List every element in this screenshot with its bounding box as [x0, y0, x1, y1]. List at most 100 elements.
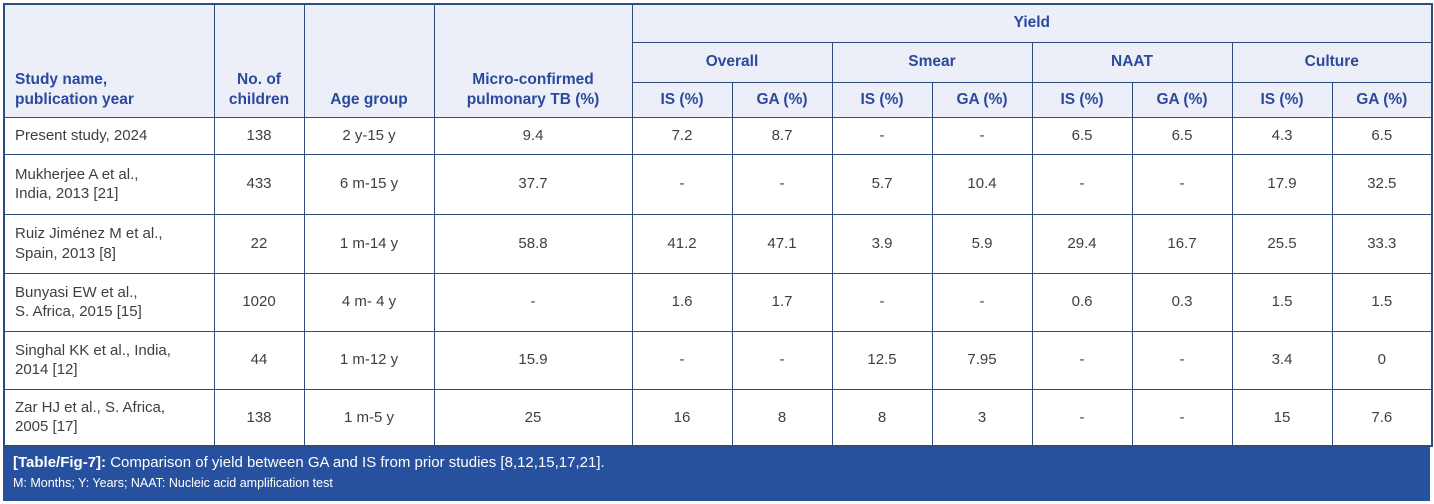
cell-smear-is: - [831, 272, 933, 332]
cell-micro: - [433, 272, 633, 332]
cell-overall-is: 7.2 [631, 116, 733, 155]
cell-smear-ga: 3 [931, 388, 1033, 447]
cell-smear-is: 8 [831, 388, 933, 447]
cell-culture-ga: 0 [1331, 330, 1433, 390]
cell-overall-ga: - [731, 153, 833, 215]
cell-smear-ga: 5.9 [931, 213, 1033, 274]
caption-label: [Table/Fig-7]: [13, 454, 107, 471]
cell-naat-ga: - [1131, 388, 1233, 447]
cell-children: 44 [213, 330, 305, 390]
cell-study: Zar HJ et al., S. Africa, 2005 [17] [3, 388, 215, 447]
col-header-smear-is: IS (%) [831, 81, 933, 118]
caption-note: M: Months; Y: Years; NAAT: Nucleic acid … [13, 475, 333, 490]
cell-culture-ga: 33.3 [1331, 213, 1433, 274]
cell-naat-ga: - [1131, 153, 1233, 215]
cell-smear-ga: 7.95 [931, 330, 1033, 390]
col-group-smear: Smear [831, 41, 1033, 83]
col-header-naat-ga: GA (%) [1131, 81, 1233, 118]
col-group-overall: Overall [631, 41, 833, 83]
cell-overall-ga: - [731, 330, 833, 390]
cell-children: 138 [213, 116, 305, 155]
cell-study: Bunyasi EW et al., S. Africa, 2015 [15] [3, 272, 215, 332]
col-header-culture-ga: GA (%) [1331, 81, 1433, 118]
col-header-overall-ga: GA (%) [731, 81, 833, 118]
cell-study: Ruiz Jiménez M et al., Spain, 2013 [8] [3, 213, 215, 274]
cell-children: 1020 [213, 272, 305, 332]
cell-culture-is: 1.5 [1231, 272, 1333, 332]
col-header-children: No. of children [213, 3, 305, 118]
cell-overall-is: - [631, 153, 733, 215]
comparison-table: Study name, publication year No. of chil… [3, 3, 1434, 447]
cell-age: 4 m- 4 y [303, 272, 435, 332]
col-group-naat: NAAT [1031, 41, 1233, 83]
cell-naat-is: - [1031, 153, 1133, 215]
cell-culture-ga: 32.5 [1331, 153, 1433, 215]
cell-overall-is: 41.2 [631, 213, 733, 274]
cell-micro: 37.7 [433, 153, 633, 215]
cell-culture-is: 3.4 [1231, 330, 1333, 390]
cell-age: 1 m-5 y [303, 388, 435, 447]
cell-culture-ga: 6.5 [1331, 116, 1433, 155]
cell-smear-ga: - [931, 272, 1033, 332]
cell-children: 433 [213, 153, 305, 215]
cell-children: 138 [213, 388, 305, 447]
table-row: Mukherjee A et al., India, 2013 [21] 433… [3, 153, 1433, 215]
cell-smear-is: - [831, 116, 933, 155]
cell-culture-is: 25.5 [1231, 213, 1333, 274]
col-header-age: Age group [303, 3, 435, 118]
col-header-smear-ga: GA (%) [931, 81, 1033, 118]
cell-naat-ga: 16.7 [1131, 213, 1233, 274]
cell-micro: 25 [433, 388, 633, 447]
cell-naat-is: - [1031, 388, 1133, 447]
cell-naat-ga: - [1131, 330, 1233, 390]
cell-children: 22 [213, 213, 305, 274]
table-row: Present study, 2024 138 2 y-15 y 9.4 7.2… [3, 116, 1433, 155]
cell-smear-is: 5.7 [831, 153, 933, 215]
cell-naat-is: 6.5 [1031, 116, 1133, 155]
table-row: Singhal KK et al., India, 2014 [12] 44 1… [3, 330, 1433, 390]
col-header-overall-is: IS (%) [631, 81, 733, 118]
cell-age: 1 m-12 y [303, 330, 435, 390]
cell-smear-ga: - [931, 116, 1033, 155]
cell-age: 2 y-15 y [303, 116, 435, 155]
col-group-culture: Culture [1231, 41, 1433, 83]
cell-overall-is: 16 [631, 388, 733, 447]
cell-smear-ga: 10.4 [931, 153, 1033, 215]
cell-age: 1 m-14 y [303, 213, 435, 274]
cell-overall-ga: 8.7 [731, 116, 833, 155]
cell-culture-is: 4.3 [1231, 116, 1333, 155]
table-row: Bunyasi EW et al., S. Africa, 2015 [15] … [3, 272, 1433, 332]
cell-overall-is: 1.6 [631, 272, 733, 332]
caption-text: Comparison of yield between GA and IS fr… [110, 454, 605, 471]
cell-smear-is: 3.9 [831, 213, 933, 274]
cell-micro: 9.4 [433, 116, 633, 155]
cell-overall-ga: 47.1 [731, 213, 833, 274]
col-header-yield: Yield [631, 3, 1433, 43]
cell-study: Singhal KK et al., India, 2014 [12] [3, 330, 215, 390]
cell-culture-is: 15 [1231, 388, 1333, 447]
cell-smear-is: 12.5 [831, 330, 933, 390]
table-caption-bar: [Table/Fig-7]: Comparison of yield betwe… [3, 447, 1430, 501]
col-header-micro: Micro-confirmed pulmonary TB (%) [433, 3, 633, 118]
cell-study: Present study, 2024 [3, 116, 215, 155]
cell-culture-is: 17.9 [1231, 153, 1333, 215]
table-row: Ruiz Jiménez M et al., Spain, 2013 [8] 2… [3, 213, 1433, 274]
cell-naat-is: - [1031, 330, 1133, 390]
cell-overall-ga: 1.7 [731, 272, 833, 332]
cell-study: Mukherjee A et al., India, 2013 [21] [3, 153, 215, 215]
caption-line: [Table/Fig-7]: Comparison of yield betwe… [13, 452, 1420, 474]
cell-naat-is: 29.4 [1031, 213, 1133, 274]
col-header-study: Study name, publication year [3, 3, 215, 118]
cell-culture-ga: 1.5 [1331, 272, 1433, 332]
cell-micro: 15.9 [433, 330, 633, 390]
cell-micro: 58.8 [433, 213, 633, 274]
col-header-naat-is: IS (%) [1031, 81, 1133, 118]
cell-age: 6 m-15 y [303, 153, 435, 215]
cell-culture-ga: 7.6 [1331, 388, 1433, 447]
cell-naat-ga: 6.5 [1131, 116, 1233, 155]
col-header-culture-is: IS (%) [1231, 81, 1333, 118]
cell-overall-ga: 8 [731, 388, 833, 447]
cell-naat-ga: 0.3 [1131, 272, 1233, 332]
table-row: Zar HJ et al., S. Africa, 2005 [17] 138 … [3, 388, 1433, 447]
